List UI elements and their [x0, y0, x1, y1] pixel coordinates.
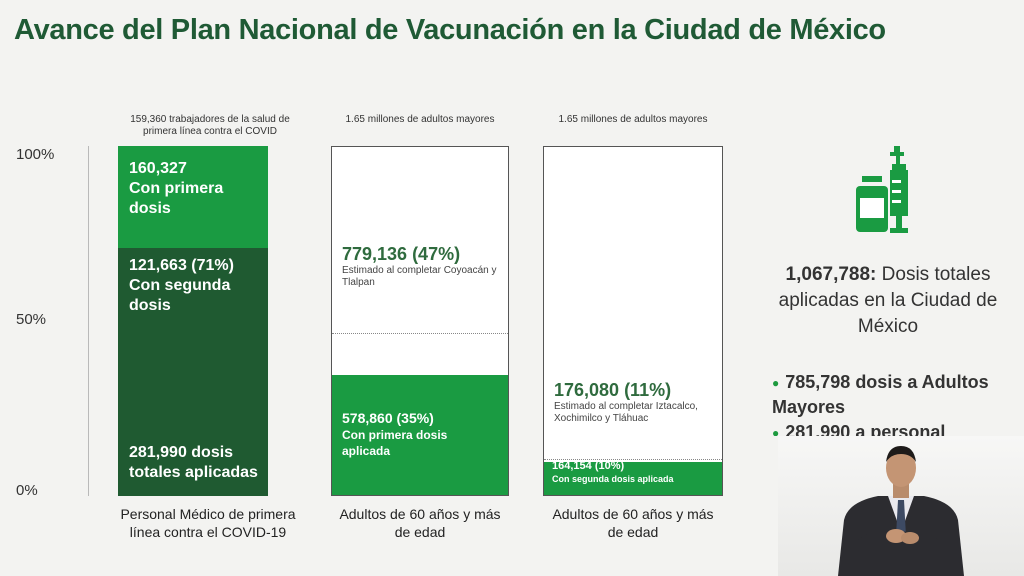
data-label: 164,154 (10%) Con segunda dosis aplicada [552, 460, 674, 484]
interpreter-figure [838, 446, 964, 576]
data-label: 578,860 (35%) Con primera dosis aplicada [342, 410, 448, 458]
estimate-label: 779,136 (47%) Estimado al completar Coyo… [342, 244, 497, 288]
bar-older-adults-first-dose: 779,136 (47%) Estimado al completar Coyo… [331, 146, 509, 496]
interpreter-video [778, 436, 1024, 576]
bullet-dot-icon: ● [772, 376, 780, 391]
bar-health-workers: 160,327 Con primera dosis 121,663 (71%) … [118, 146, 268, 496]
y-axis-line [88, 146, 89, 496]
bar-segment-first-dose [332, 374, 508, 495]
bar-older-adults-second-dose: 176,080 (11%) Estimado al completar Izta… [543, 146, 723, 496]
total-doses-text: 1,067,788: Dosis totales aplicadas en la… [778, 264, 998, 337]
y-tick-label: 50% [16, 311, 47, 328]
bar-segment-second-dose [544, 462, 722, 495]
category-label: Personal Médico de primera línea contra … [120, 506, 296, 540]
bar-header: 1.65 millones de adultos mayores [345, 114, 495, 125]
vaccine-vial-syringe-icon [852, 146, 922, 236]
list-item: ● 281,990 a personal [772, 420, 1012, 436]
page-title: Avance del Plan Nacional de Vacunación e… [14, 14, 886, 46]
data-label: 121,663 (71%) Con segunda dosis [129, 257, 234, 314]
estimate-line [332, 332, 508, 334]
estimate-line [544, 458, 722, 460]
y-tick-label: 0% [16, 482, 38, 499]
list-item: ● 785,798 dosis a Adultos Mayores [772, 372, 989, 418]
bullet-dot-icon: ● [772, 426, 780, 436]
bar-header: 159,360 trabajadores de la salud de prim… [130, 114, 290, 137]
category-label: Adultos de 60 años y más de edad [552, 506, 714, 540]
bar-segment-second-dose [118, 247, 268, 496]
data-label: 160,327 Con primera dosis [129, 160, 224, 217]
bar-total-label: 281,990 dosis totales aplicadas [129, 444, 258, 481]
estimate-label: 176,080 (11%) Estimado al completar Izta… [554, 380, 698, 424]
y-tick-label: 100% [16, 146, 55, 163]
bar-header: 1.65 millones de adultos mayores [558, 114, 708, 125]
category-label: Adultos de 60 años y más de edad [339, 506, 501, 540]
